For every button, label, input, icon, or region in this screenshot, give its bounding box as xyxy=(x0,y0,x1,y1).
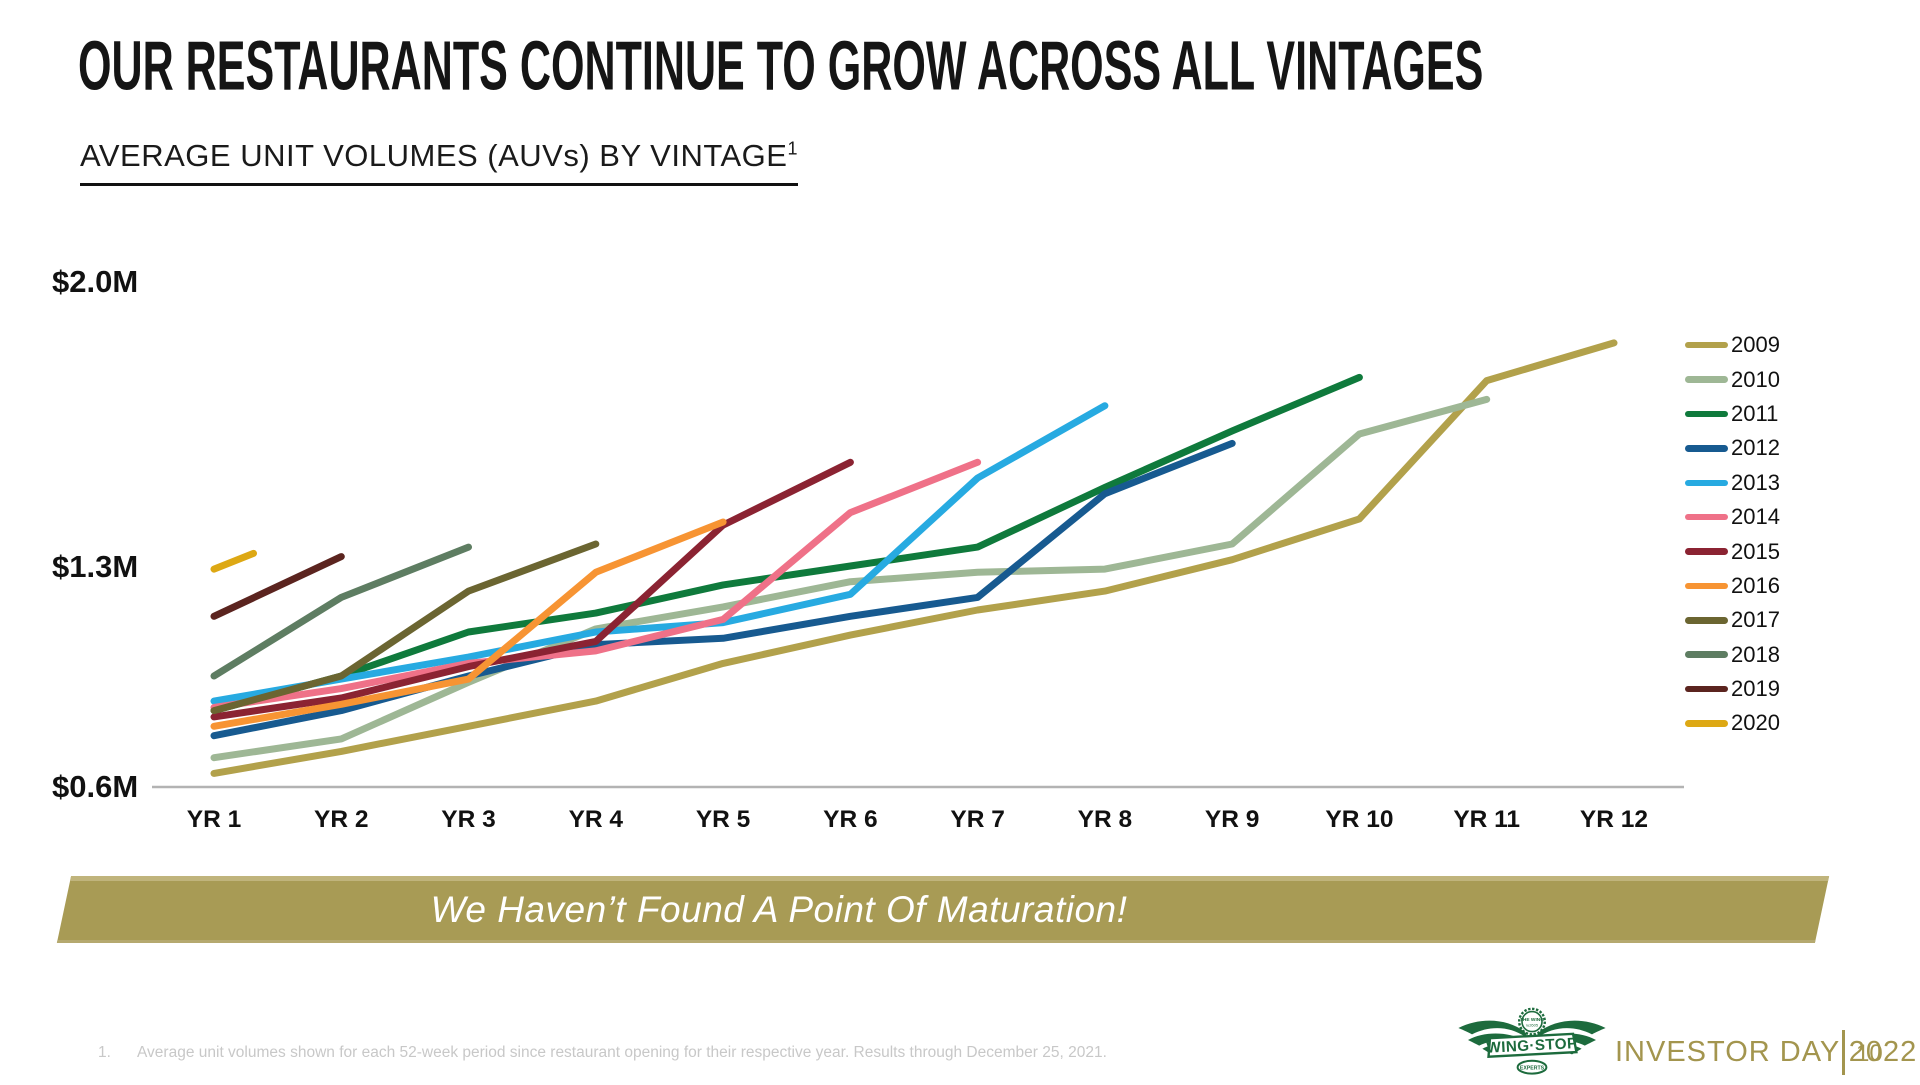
y-axis-label: $1.3M xyxy=(52,549,138,584)
x-axis-label: YR 11 xyxy=(1453,806,1520,833)
legend-label: 2010 xyxy=(1731,366,1780,392)
legend-item-2015: 2015 xyxy=(1685,534,1780,568)
legend-label: 2016 xyxy=(1731,572,1780,598)
maturation-banner-text: We Haven’t Found A Point Of Maturation! xyxy=(430,889,1128,930)
footnote-marker: 1 xyxy=(787,138,798,159)
page-title: OUR RESTAURANTS CONTINUE TO GROW ACROSS … xyxy=(78,27,1484,106)
legend-item-2016: 2016 xyxy=(1685,569,1780,603)
logo-badge: THE WING \u2605 xyxy=(1518,1007,1546,1036)
footer-divider xyxy=(1842,1030,1845,1075)
series-line-2019 xyxy=(210,553,345,620)
legend-swatch-icon xyxy=(1685,685,1728,693)
series-line-2016 xyxy=(210,518,727,730)
legend-swatch-icon xyxy=(1685,617,1728,624)
legend-label: 2017 xyxy=(1731,607,1780,633)
footnote: 1. Average unit volumes shown for each 5… xyxy=(98,1044,1107,1062)
wingstop-logo: THE WING \u2605 WING·STOP EXPERTS xyxy=(1452,1004,1612,1080)
legend-label: 2012 xyxy=(1731,435,1780,461)
x-axis-label: YR 9 xyxy=(1205,806,1259,833)
legend-label: 2019 xyxy=(1731,676,1780,702)
legend-label: 2020 xyxy=(1731,710,1780,736)
x-axis-label: YR 6 xyxy=(823,806,877,833)
legend-label: 2009 xyxy=(1731,332,1780,358)
legend-swatch-icon xyxy=(1685,341,1728,349)
legend-item-2009: 2009 xyxy=(1685,328,1780,362)
x-axis-label: YR 1 xyxy=(187,806,241,833)
legend-item-2014: 2014 xyxy=(1685,500,1780,534)
legend-label: 2015 xyxy=(1731,538,1780,564)
event-title: INVESTOR DAY 2022 xyxy=(1615,1036,1918,1068)
series-line-2013 xyxy=(210,402,1109,705)
legend-item-2013: 2013 xyxy=(1685,466,1780,500)
svg-text:EXPERTS: EXPERTS xyxy=(1520,1066,1545,1072)
legend-item-2020: 2020 xyxy=(1685,706,1780,740)
chart-legend: 2009 2010 2011 2012 2013 2014 2015 2016 2017 2018… xyxy=(1685,328,1780,741)
legend-swatch-icon xyxy=(1685,376,1728,383)
legend-swatch-icon xyxy=(1685,410,1728,418)
legend-label: 2011 xyxy=(1731,400,1779,426)
legend-item-2012: 2012 xyxy=(1685,431,1780,465)
legend-item-2011: 2011 xyxy=(1685,397,1780,431)
series-line-2014 xyxy=(210,458,982,711)
legend-swatch-icon xyxy=(1685,582,1728,590)
logo-experts-oval: EXPERTS xyxy=(1516,1059,1548,1075)
series-line-2015 xyxy=(210,458,854,721)
footnote-text: Average unit volumes shown for each 52-w… xyxy=(137,1044,1107,1061)
legend-item-2019: 2019 xyxy=(1685,672,1780,706)
legend-swatch-icon xyxy=(1685,548,1728,555)
x-axis-label: YR 5 xyxy=(696,806,750,833)
legend-swatch-icon xyxy=(1685,479,1728,486)
y-axis-label: $2.0M xyxy=(52,264,138,299)
x-axis-label: YR 3 xyxy=(441,806,495,833)
x-axis-label: YR 7 xyxy=(950,806,1004,833)
legend-item-2017: 2017 xyxy=(1685,603,1780,637)
x-axis-label: YR 12 xyxy=(1580,806,1648,833)
svg-text:\u2605: \u2605 xyxy=(1526,1022,1539,1027)
legend-label: 2014 xyxy=(1731,504,1780,530)
y-axis-label: $0.6M xyxy=(52,769,138,804)
x-axis-label: YR 2 xyxy=(314,806,368,833)
series-line-2011 xyxy=(210,373,1363,715)
legend-swatch-icon xyxy=(1685,651,1728,658)
series-line-2018 xyxy=(210,543,472,680)
svg-text:THE WING: THE WING xyxy=(1520,1017,1544,1023)
x-axis-label: YR 4 xyxy=(569,806,624,833)
chart-title: AVERAGE UNIT VOLUMES (AUVs) BY VINTAGE1 xyxy=(80,138,798,186)
legend-item-2010: 2010 xyxy=(1685,362,1780,396)
series-line-2020 xyxy=(210,549,257,573)
legend-item-2018: 2018 xyxy=(1685,638,1780,672)
footnote-number: 1. xyxy=(98,1044,111,1061)
x-axis-label: YR 8 xyxy=(1078,806,1132,833)
page-number: 10 xyxy=(1856,1040,1883,1067)
series-line-2017 xyxy=(210,540,600,715)
legend-swatch-icon xyxy=(1685,720,1728,727)
legend-swatch-icon xyxy=(1685,445,1728,452)
legend-label: 2018 xyxy=(1731,641,1780,667)
x-axis-label: YR 10 xyxy=(1325,806,1393,833)
series-line-2010 xyxy=(210,395,1491,762)
legend-swatch-icon xyxy=(1685,513,1728,521)
logo-ribbon: WING·STOP xyxy=(1486,1032,1578,1058)
svg-text:WING·STOP: WING·STOP xyxy=(1486,1035,1578,1057)
legend-label: 2013 xyxy=(1731,469,1780,495)
series-line-2009 xyxy=(210,339,1618,777)
